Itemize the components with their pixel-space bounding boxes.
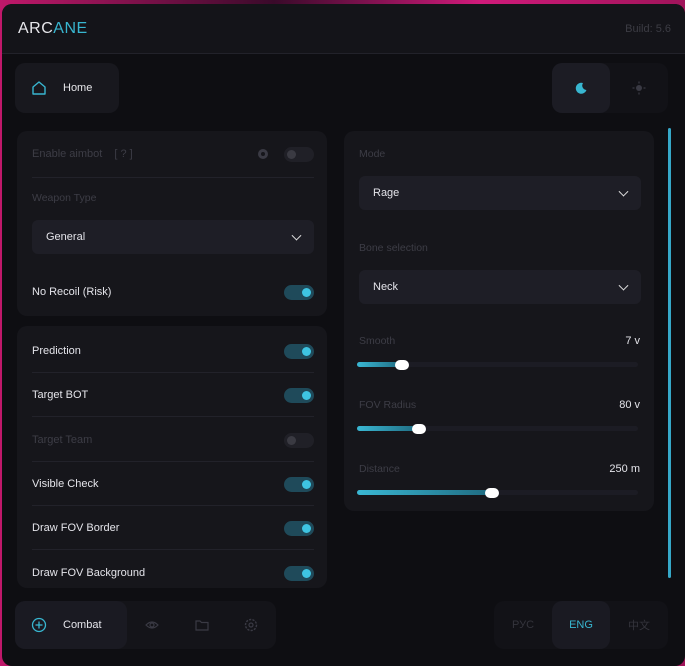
chevron-down-icon (618, 186, 629, 197)
smooth-value: 7 v (625, 335, 640, 347)
prediction-row: Prediction (32, 329, 314, 373)
slider-fill (357, 426, 419, 431)
distance-value: 250 m (609, 463, 640, 475)
dark-theme-button[interactable] (552, 63, 610, 113)
weapon-type-select[interactable]: General (32, 220, 314, 254)
target-bot-row: Target BOT (32, 373, 314, 417)
combat-label: Combat (63, 619, 102, 631)
lang-ru-button[interactable]: РУС (511, 619, 535, 631)
distance-slider[interactable] (357, 487, 638, 498)
draw-fov-border-label: Draw FOV Border (32, 522, 120, 534)
logo-text: ARC (18, 20, 54, 37)
folder-icon (195, 620, 209, 631)
slider-thumb[interactable] (411, 423, 426, 434)
slider-thumb[interactable] (394, 359, 409, 370)
lang-en-button[interactable]: ENG (552, 601, 610, 649)
visuals-tab[interactable] (127, 601, 177, 649)
slider-fill (357, 362, 402, 367)
gear-icon[interactable] (256, 147, 270, 161)
smooth-slider[interactable] (357, 359, 638, 370)
no-recoil-toggle[interactable] (284, 284, 314, 300)
smooth-label: Smooth (359, 335, 396, 347)
visible-check-toggle[interactable] (284, 476, 314, 492)
target-bot-label: Target BOT (32, 389, 89, 401)
home-label: Home (63, 82, 93, 94)
bone-select[interactable]: Neck (359, 270, 641, 304)
divider (32, 177, 314, 178)
gear-icon (245, 618, 258, 632)
help-button[interactable]: [ ? ] (114, 148, 133, 160)
theme-switcher (552, 63, 668, 113)
distance-label: Distance (359, 463, 400, 475)
bone-selection-label: Bone selection (359, 242, 428, 254)
target-team-toggle[interactable] (284, 432, 314, 448)
sun-icon (632, 81, 646, 95)
slider-thumb[interactable] (484, 487, 499, 498)
divider (32, 505, 314, 506)
target-bot-toggle[interactable] (284, 387, 314, 403)
chevron-down-icon (291, 230, 302, 241)
draw-fov-background-toggle[interactable] (284, 566, 314, 581)
mode-value: Rage (373, 187, 400, 199)
fov-radius-value: 80 v (619, 399, 640, 411)
combat-tab[interactable]: Combat (15, 601, 128, 649)
home-button[interactable]: Home (15, 63, 119, 113)
crosshair-icon (31, 617, 47, 633)
draw-fov-border-row: Draw FOV Border (32, 506, 314, 550)
lang-zh-button[interactable]: 中文 (628, 620, 650, 632)
enable-aimbot-label: Enable aimbot (32, 148, 103, 160)
mode-label: Mode (359, 148, 386, 160)
divider (32, 416, 314, 417)
mode-select[interactable]: Rage (359, 176, 641, 210)
bottom-nav: Combat (15, 601, 276, 649)
prediction-label: Prediction (32, 345, 81, 357)
configs-tab[interactable] (177, 601, 227, 649)
target-team-label: Target Team (32, 434, 93, 446)
prediction-toggle[interactable] (284, 343, 314, 359)
weapon-type-label: Weapon Type (32, 192, 97, 204)
logo: ARCANE (18, 20, 88, 38)
settings-tab[interactable] (226, 601, 276, 649)
enable-aimbot-toggle[interactable] (284, 146, 314, 162)
draw-fov-background-label: Draw FOV Background (32, 567, 146, 579)
moon-icon (575, 82, 587, 94)
fov-radius-label: FOV Radius (359, 399, 417, 411)
bone-value: Neck (373, 281, 399, 293)
fov-radius-slider[interactable] (357, 423, 638, 434)
enable-aimbot-row: Enable aimbot [ ? ] (32, 132, 314, 176)
eye-icon (145, 621, 159, 629)
home-icon (32, 81, 46, 95)
no-recoil-label: No Recoil (Risk) (32, 286, 112, 298)
slider-fill (357, 490, 492, 495)
language-switcher: РУС ENG 中文 (494, 601, 668, 649)
scrollbar[interactable] (668, 128, 671, 578)
divider (32, 461, 314, 462)
header: ARCANE Build: 5.6 (2, 4, 685, 54)
visible-check-label: Visible Check (32, 478, 99, 490)
no-recoil-row: No Recoil (Risk) (32, 270, 314, 314)
build-version: Build: 5.6 (625, 23, 671, 35)
draw-fov-background-row: Draw FOV Background (32, 551, 314, 593)
visible-check-row: Visible Check (32, 462, 314, 506)
draw-fov-border-toggle[interactable] (284, 520, 314, 536)
weapon-type-value: General (46, 231, 86, 243)
options-panel (17, 326, 327, 588)
divider (32, 549, 314, 550)
divider (32, 372, 314, 373)
chevron-down-icon (618, 280, 629, 291)
light-theme-button[interactable] (610, 63, 668, 113)
logo-accent-text: ANE (53, 20, 88, 37)
target-team-row: Target Team (32, 418, 314, 462)
